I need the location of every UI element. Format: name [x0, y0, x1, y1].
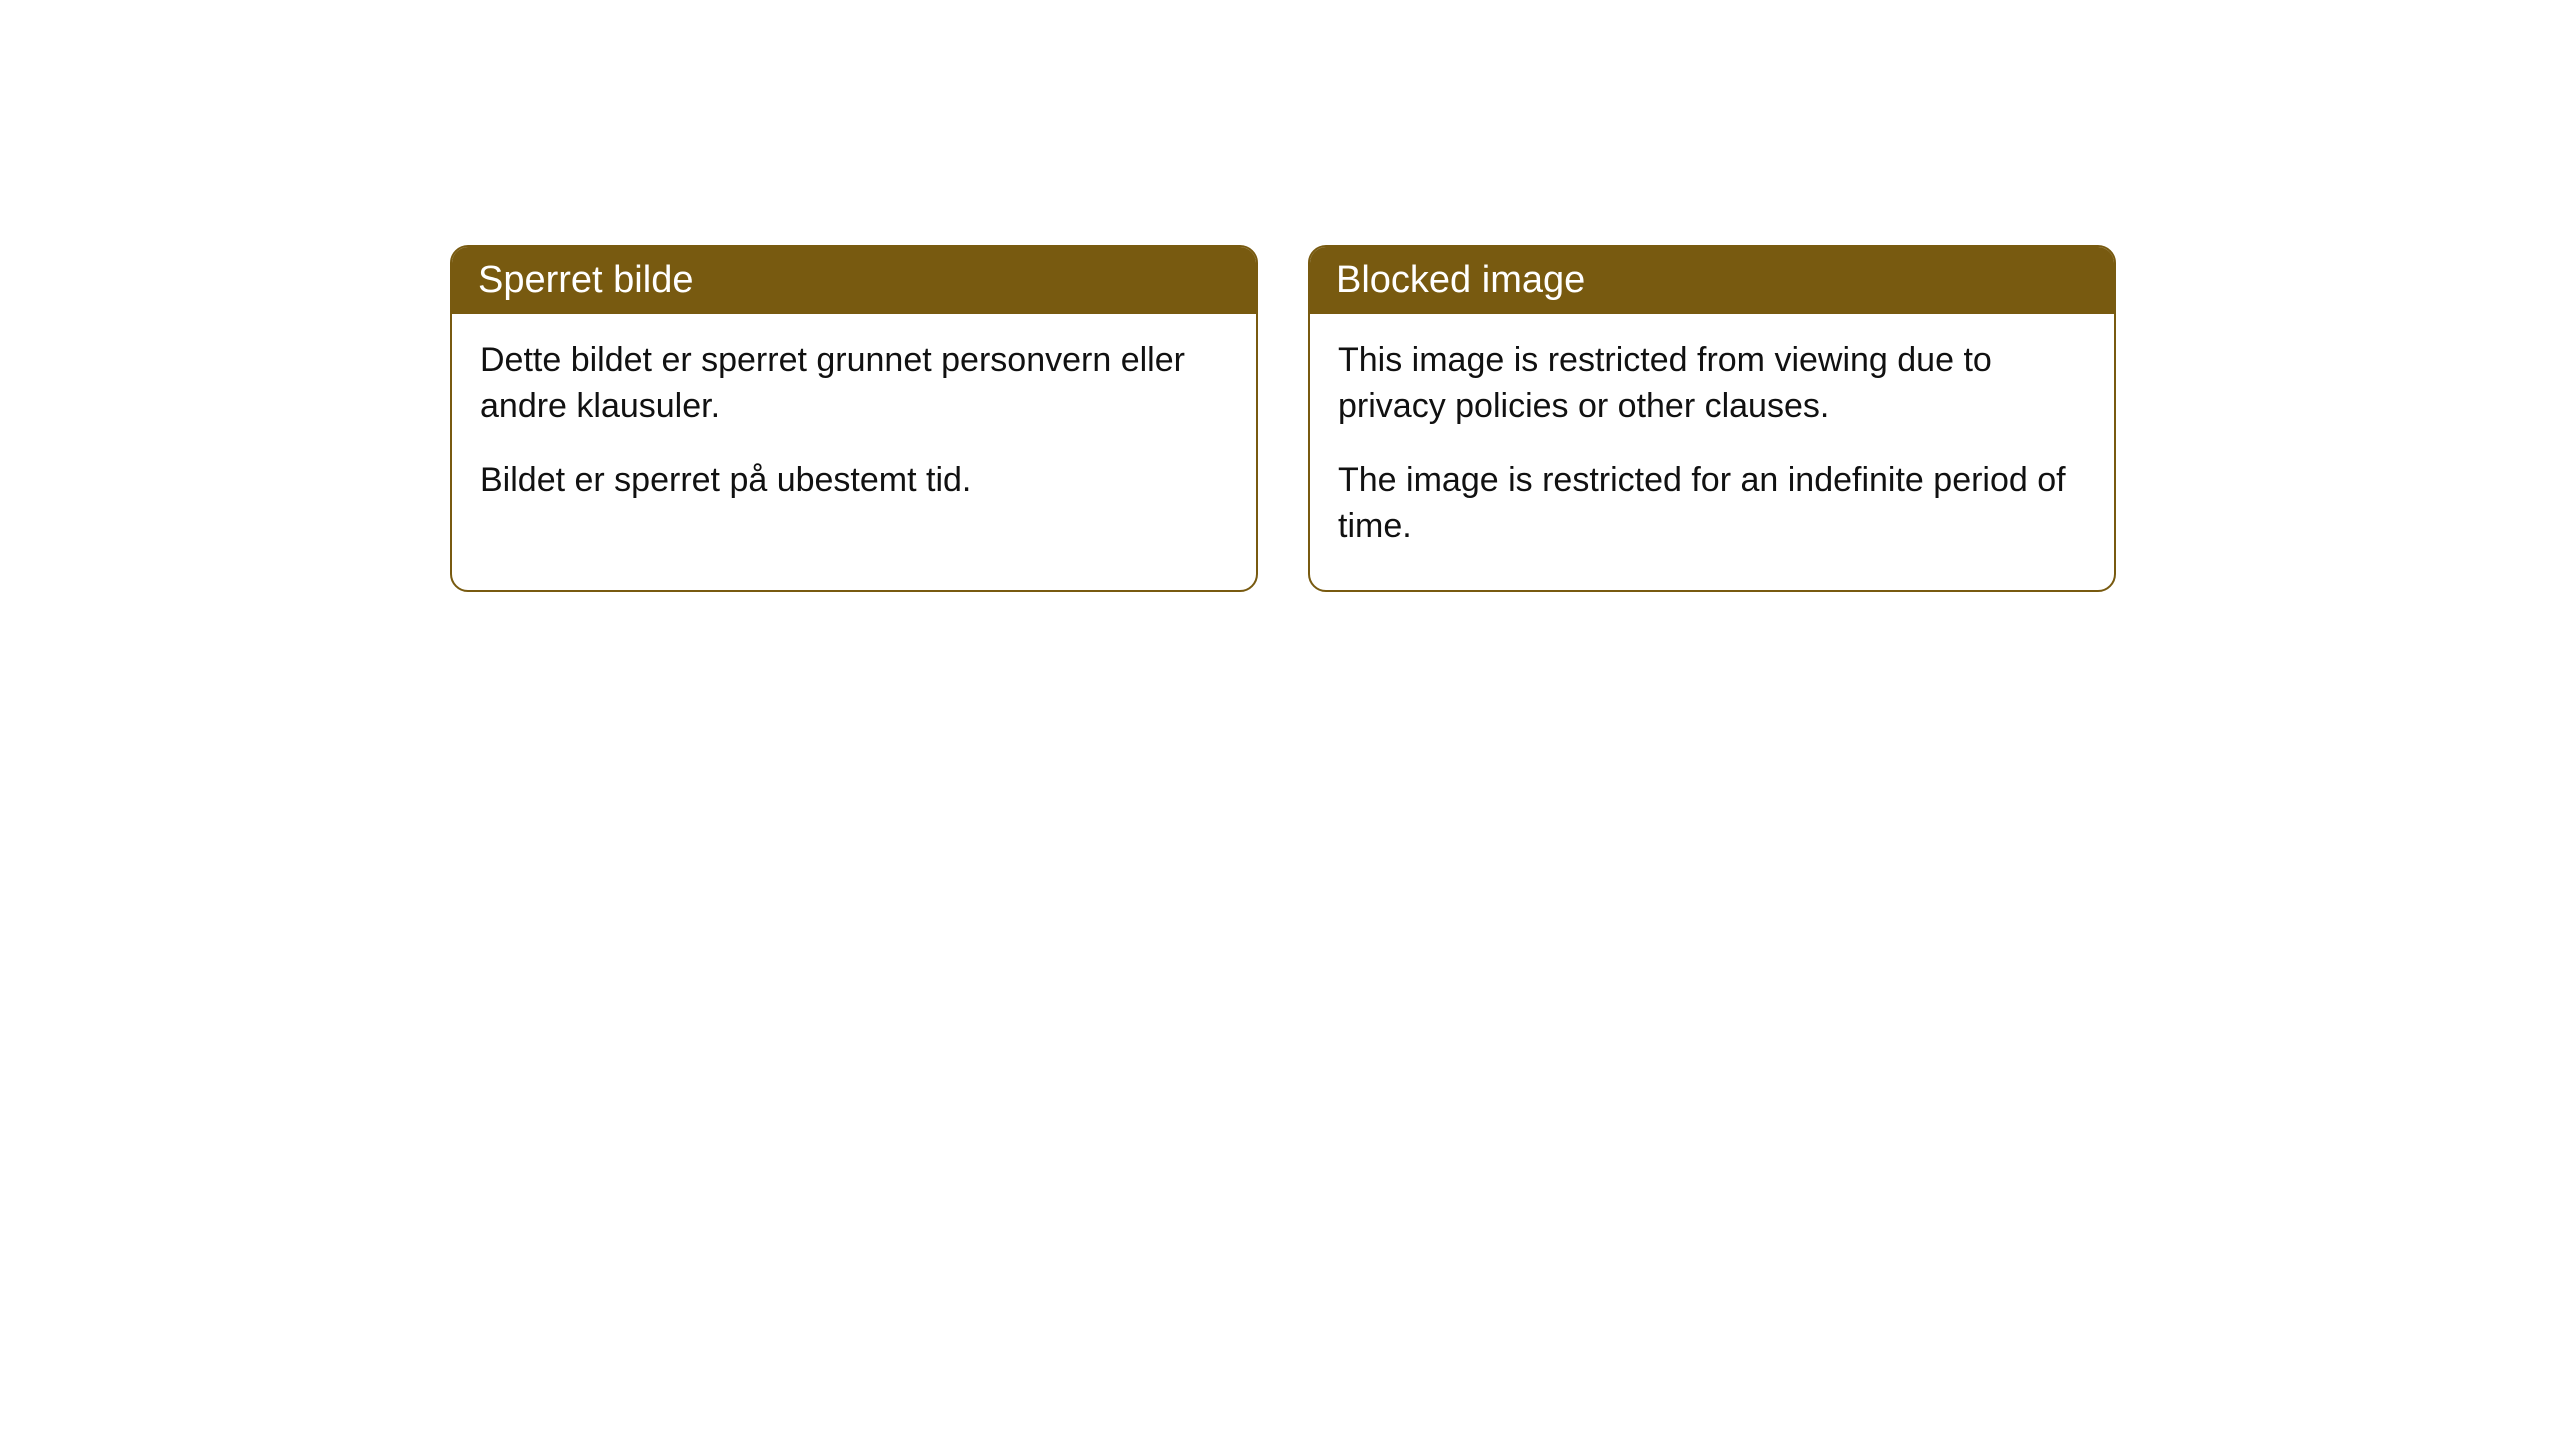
card-paragraph-2-en: The image is restricted for an indefinit…	[1338, 458, 2086, 550]
card-paragraph-1-no: Dette bildet er sperret grunnet personve…	[480, 338, 1228, 430]
card-header-norwegian: Sperret bilde	[452, 247, 1256, 314]
card-english: Blocked image This image is restricted f…	[1308, 245, 2116, 592]
card-norwegian: Sperret bilde Dette bildet er sperret gr…	[450, 245, 1258, 592]
card-paragraph-1-en: This image is restricted from viewing du…	[1338, 338, 2086, 430]
card-body-english: This image is restricted from viewing du…	[1310, 314, 2114, 590]
cards-container: Sperret bilde Dette bildet er sperret gr…	[0, 0, 2560, 592]
card-header-english: Blocked image	[1310, 247, 2114, 314]
card-body-norwegian: Dette bildet er sperret grunnet personve…	[452, 314, 1256, 544]
card-paragraph-2-no: Bildet er sperret på ubestemt tid.	[480, 458, 1228, 504]
